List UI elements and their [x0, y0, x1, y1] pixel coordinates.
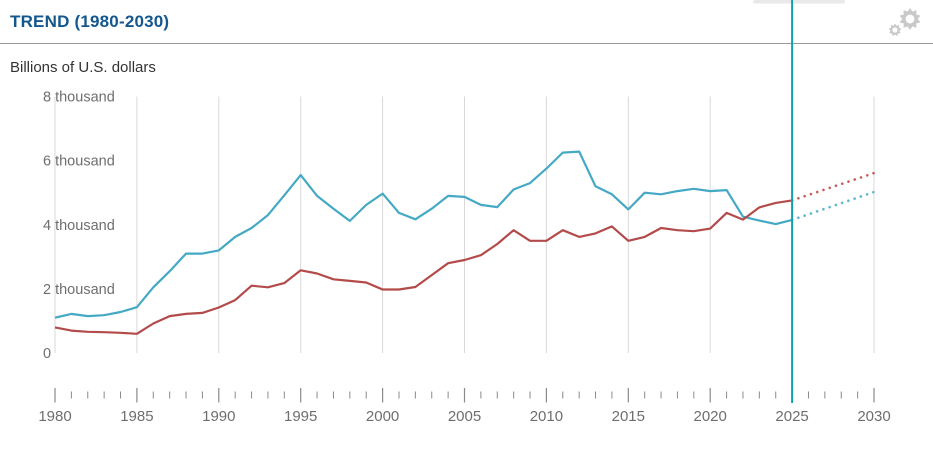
x-axis-tick-label: 2030 [857, 408, 890, 425]
x-axis-tick-label: 1990 [202, 408, 235, 425]
x-axis-tick-label: 1985 [120, 408, 153, 425]
y-axis-tick-label: 0 [43, 346, 51, 362]
page-title: TREND (1980-2030) [10, 12, 170, 31]
x-axis-tick-label: 2000 [366, 408, 399, 425]
y-axis-tick-label: 4 thousand [43, 218, 115, 234]
blue-series-projection-line [790, 190, 876, 222]
y-axis-tick-label: 2 thousand [43, 282, 115, 298]
gear-icon [888, 8, 921, 37]
gear-large-icon [899, 8, 921, 30]
x-axis-tick-label: 2005 [448, 408, 481, 425]
gridlines [54, 96, 875, 353]
gear-small-icon [888, 23, 902, 37]
axis-unit-caption: Billions of U.S. dollars [10, 59, 156, 76]
x-axis-tick-label: 2015 [612, 408, 645, 425]
y-axis-labels: 0 2 thousand 4 thousand 6 thousand 8 thousan… [43, 90, 115, 363]
x-axis-tick-label: 2025 [775, 408, 808, 425]
red-series-line [54, 199, 793, 335]
blue-series-line [54, 150, 793, 319]
y-axis-tick-label: 6 thousand [43, 154, 115, 170]
x-axis-tick-label: 2020 [694, 408, 727, 425]
y-axis-tick-label: 8 thousand [43, 90, 115, 106]
x-axis-tick-label: 2010 [530, 408, 563, 425]
x-axis-tick-label: 1980 [38, 408, 71, 425]
settings-button[interactable] [879, 4, 923, 42]
header-divider [0, 43, 933, 44]
x-axis: 1980 1985 1990 1995 2000 2005 2010 2015 2020 2025… [38, 388, 891, 425]
series-lines [54, 150, 876, 335]
red-series-projection-line [790, 171, 876, 202]
x-axis-tick-label: 1995 [284, 408, 317, 425]
timeline-handle[interactable] [753, 0, 846, 4]
